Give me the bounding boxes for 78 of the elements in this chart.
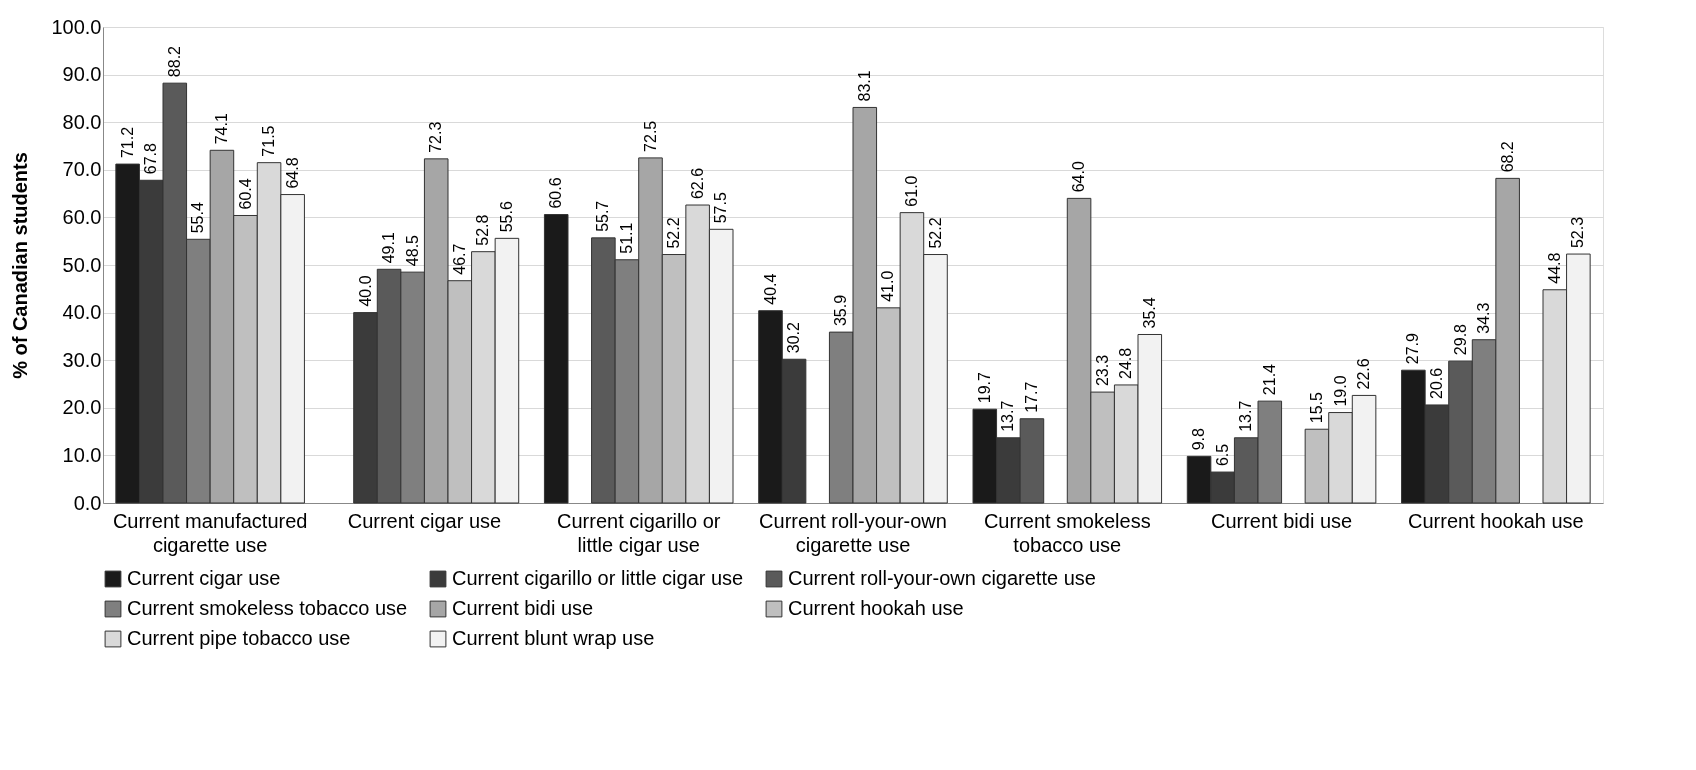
x-tick-label: Current manufactured cigarette use — [112, 509, 308, 556]
legend-label: Current blunt wrap use — [452, 627, 655, 649]
data-label: 29.8 — [1451, 323, 1469, 356]
y-tick-label: 60.0 — [62, 205, 102, 228]
data-label: 40.4 — [761, 273, 779, 305]
data-label: 46.7 — [450, 243, 468, 275]
data-label: 23.3 — [1093, 354, 1111, 387]
data-label: 61.0 — [902, 175, 920, 207]
data-label: 60.4 — [236, 178, 254, 210]
data-label: 19.7 — [975, 371, 993, 404]
data-label: 24.8 — [1117, 347, 1135, 379]
data-label: 72.5 — [641, 120, 659, 152]
data-label: 72.3 — [427, 121, 445, 153]
data-label: 17.7 — [1022, 381, 1040, 413]
y-tick-label: 90.0 — [62, 63, 102, 86]
data-label: 34.3 — [1475, 302, 1493, 334]
data-label: 40.0 — [356, 275, 374, 307]
data-label: 68.2 — [1498, 141, 1516, 173]
x-tick-label: Current smokeless tobacco use — [983, 509, 1151, 556]
data-label: 71.2 — [118, 126, 136, 159]
data-label: 21.4 — [1260, 363, 1278, 396]
data-label: 62.6 — [688, 167, 706, 200]
data-label: 22.6 — [1355, 358, 1373, 390]
x-tick-label: Current cigarillo or little cigar use — [557, 509, 721, 556]
legend-label: Current hookah use — [788, 597, 964, 619]
data-label: 88.2 — [165, 45, 183, 78]
data-label: 64.0 — [1070, 161, 1088, 193]
data-label: 41.0 — [879, 270, 897, 302]
data-label: 67.8 — [142, 143, 160, 175]
data-label: 19.0 — [1331, 375, 1349, 407]
data-label: 51.1 — [617, 222, 635, 254]
data-label: 35.4 — [1140, 297, 1158, 329]
data-label: 30.2 — [785, 322, 803, 354]
y-tick-label: 20.0 — [62, 396, 102, 419]
data-label: 13.7 — [999, 400, 1017, 432]
data-label: 52.2 — [665, 217, 683, 249]
data-label: 48.5 — [403, 234, 421, 267]
x-tick-label: Current roll-your-own cigarette use — [759, 509, 947, 556]
data-label: 55.4 — [189, 202, 207, 234]
data-label: 52.8 — [474, 214, 492, 246]
data-label: 49.1 — [380, 232, 398, 264]
y-tick-label: 100.0 — [51, 15, 102, 38]
y-tick-label: 0.0 — [73, 491, 102, 514]
data-label: 15.5 — [1307, 391, 1325, 424]
y-tick-label: 70.0 — [62, 158, 102, 181]
y-axis-title: % of Canadian students — [9, 152, 32, 379]
data-label: 60.6 — [547, 177, 565, 209]
data-label: 9.8 — [1190, 428, 1208, 451]
legend-label: Current bidi use — [452, 597, 594, 619]
data-label: 71.5 — [260, 125, 278, 157]
legend-label: Current cigar use — [127, 567, 281, 589]
legend-label: Current roll-your-own cigarette use — [788, 567, 1096, 589]
data-label: 55.7 — [594, 200, 612, 232]
data-label: 55.6 — [497, 201, 515, 233]
y-tick-label: 40.0 — [62, 301, 102, 324]
data-label: 27.9 — [1404, 332, 1422, 365]
y-tick-label: 50.0 — [62, 253, 102, 276]
data-label: 13.7 — [1237, 400, 1255, 432]
x-tick-label: Current cigar use — [347, 509, 502, 532]
y-tick-label: 30.0 — [62, 348, 102, 371]
x-tick-label: Current bidi use — [1210, 509, 1353, 532]
data-label: 6.5 — [1213, 443, 1231, 467]
data-label: 64.8 — [283, 157, 301, 189]
x-tick-label: Current hookah use — [1408, 509, 1584, 532]
y-tick-label: 10.0 — [62, 443, 102, 466]
data-label: 44.8 — [1545, 252, 1563, 284]
data-label: 83.1 — [855, 70, 873, 102]
y-tick-label: 80.0 — [62, 110, 102, 133]
bar — [543, 214, 569, 504]
data-label: 52.2 — [926, 217, 944, 249]
data-label: 74.1 — [212, 113, 230, 145]
legend-label: Current pipe tobacco use — [127, 627, 351, 649]
legend-label: Current smokeless tobacco use — [127, 597, 408, 619]
data-label: 52.3 — [1569, 216, 1587, 249]
data-label: 20.6 — [1427, 367, 1445, 399]
data-label: 35.9 — [832, 294, 850, 327]
legend-label: Current cigarillo or little cigar use — [452, 567, 744, 589]
data-label: 57.5 — [712, 192, 730, 224]
